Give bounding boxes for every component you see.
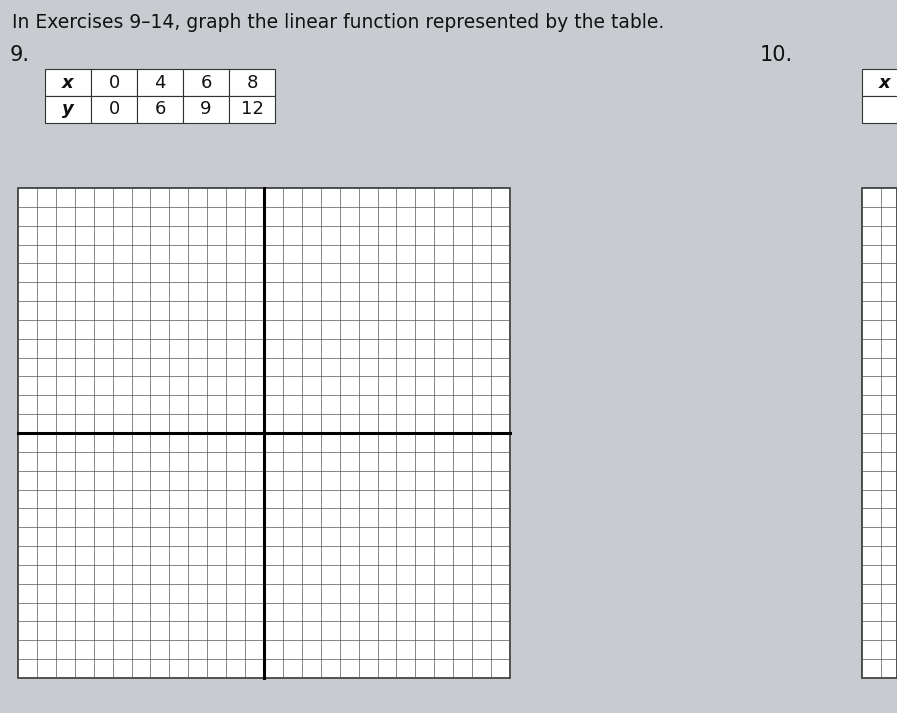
Bar [137, 69, 183, 96]
Text: 9.: 9. [10, 45, 30, 65]
Bar [862, 188, 897, 678]
Text: x: x [879, 73, 891, 91]
Text: x: x [62, 73, 74, 91]
Text: 4: 4 [154, 73, 166, 91]
Bar [183, 96, 229, 123]
Bar [183, 69, 229, 96]
Text: 0: 0 [109, 101, 119, 118]
Text: 6: 6 [200, 73, 212, 91]
Bar [91, 96, 137, 123]
Text: 8: 8 [247, 73, 257, 91]
Bar [229, 96, 275, 123]
Text: 0: 0 [109, 73, 119, 91]
Text: 12: 12 [240, 101, 264, 118]
Bar [91, 69, 137, 96]
Bar [18, 188, 510, 678]
Bar [45, 96, 91, 123]
Text: 9: 9 [200, 101, 212, 118]
Text: In Exercises 9–14, graph the linear function represented by the table.: In Exercises 9–14, graph the linear func… [12, 13, 665, 32]
Bar [137, 96, 183, 123]
Text: y: y [62, 101, 74, 118]
Bar [862, 96, 897, 123]
Bar [45, 69, 91, 96]
Bar [229, 69, 275, 96]
Bar [862, 69, 897, 96]
Text: 10.: 10. [760, 45, 793, 65]
Text: 6: 6 [154, 101, 166, 118]
